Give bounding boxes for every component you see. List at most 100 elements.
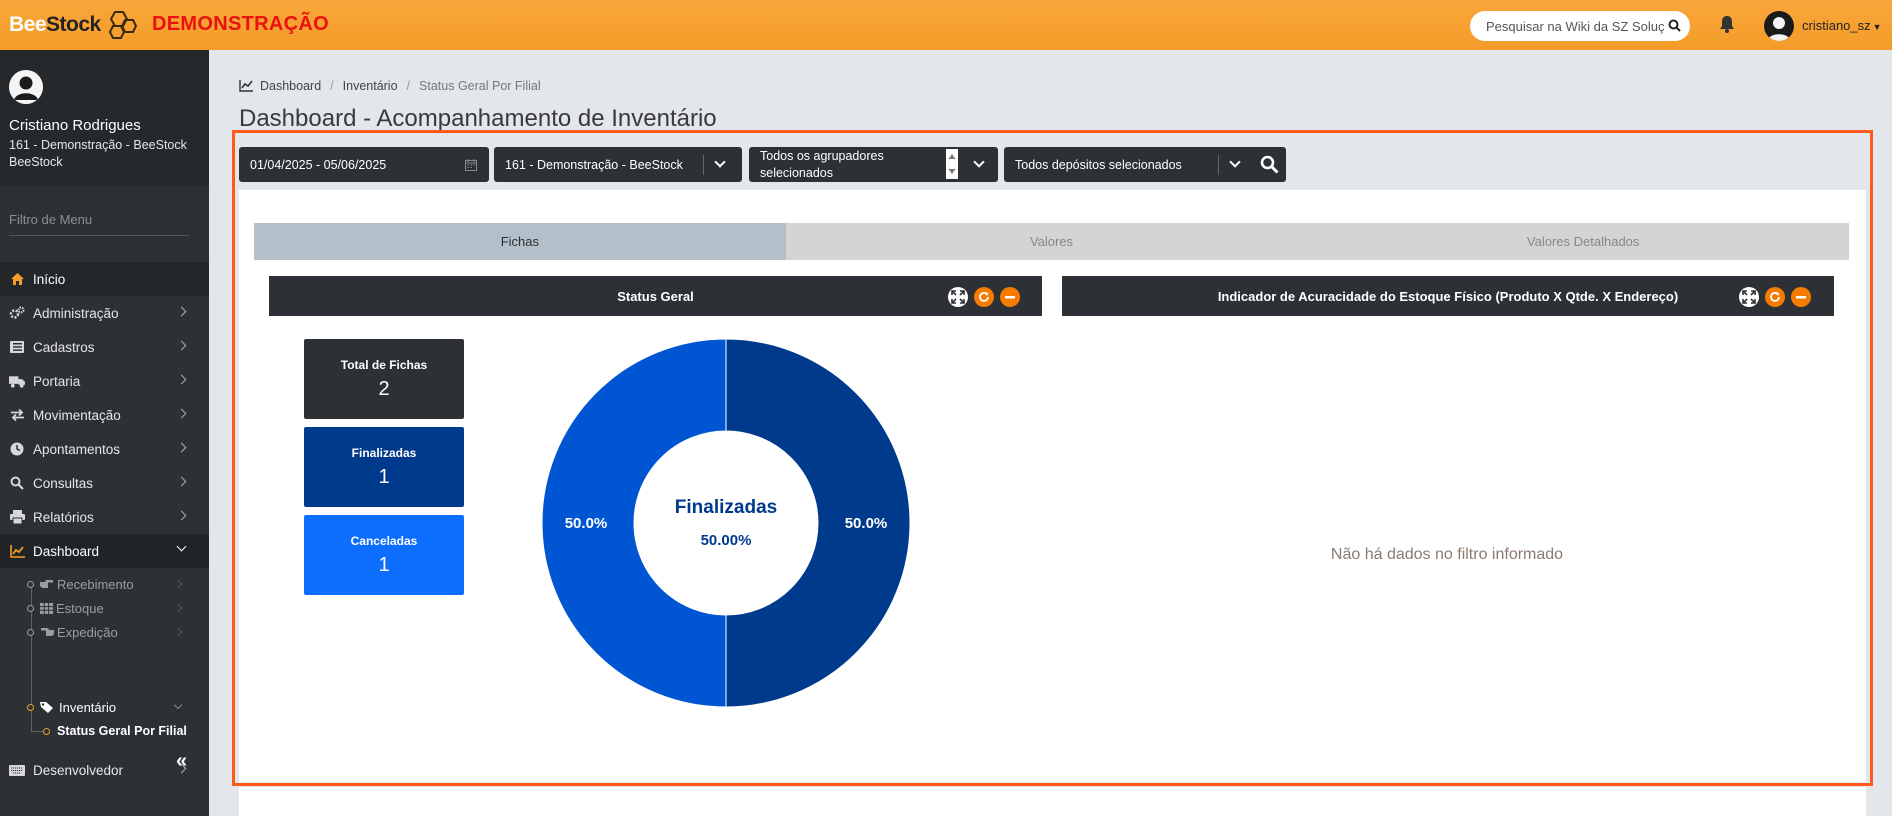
scroll-arrows-icon[interactable] <box>946 149 958 179</box>
chevron-right-icon <box>176 442 187 453</box>
sidebar-item-label: Consultas <box>33 475 94 491</box>
status-widget-header: Status Geral <box>269 276 1042 316</box>
stat-label: Canceladas <box>350 533 418 548</box>
submenu-tree-line <box>31 731 43 732</box>
subitem-label: Recebimento <box>57 576 134 592</box>
select-divider <box>1218 155 1219 175</box>
minimize-icon[interactable] <box>1000 287 1020 307</box>
sidebar-collapse-button[interactable]: « <box>176 750 188 772</box>
menu-filter-input[interactable]: Filtro de Menu <box>9 212 189 236</box>
breadcrumb: Dashboard / Inventário / Status Geral Po… <box>239 79 541 93</box>
logo-text: BeeStock <box>9 13 101 36</box>
expand-icon[interactable] <box>948 287 968 307</box>
expand-icon[interactable] <box>1739 287 1759 307</box>
chevron-right-icon <box>176 374 187 385</box>
tab-fichas[interactable]: Fichas <box>254 223 786 260</box>
submenu-tree-line <box>31 584 32 732</box>
print-icon <box>9 509 25 525</box>
tab-valores-detalhados[interactable]: Valores Detalhados <box>1317 223 1850 260</box>
stat-value: 1 <box>378 553 390 576</box>
donut-slice-finalizadas[interactable] <box>725 339 910 707</box>
search-icon[interactable] <box>1668 19 1681 32</box>
clock-icon <box>9 441 25 457</box>
username-label: cristiano_sz <box>1802 18 1871 33</box>
branch-value: 161 - Demonstração - BeeStock <box>505 157 683 172</box>
stat-value: 1 <box>378 465 390 488</box>
bullet-icon <box>27 604 34 612</box>
sidebar-item-administracao[interactable]: Administração <box>0 296 209 330</box>
sidebar-item-label: Início <box>33 271 66 287</box>
home-icon <box>9 271 25 287</box>
warehouses-select[interactable]: Todos depósitos selecionados <box>1004 147 1286 182</box>
donut-slice-label: 50.0% <box>565 515 608 532</box>
date-range-filter[interactable]: 01/04/2025 - 05/06/2025 <box>239 147 489 182</box>
sidebar-subitem-status-geral-por-filial[interactable]: Status Geral Por Filial <box>43 722 187 740</box>
grid-icon <box>40 602 53 614</box>
donut-slice-label: 50.0% <box>845 515 888 532</box>
sidebar-item-apontamentos[interactable]: Apontamentos <box>0 432 209 466</box>
sidebar-item-desenvolvedor[interactable]: Desenvolvedor <box>0 753 209 787</box>
widget-tools <box>1739 287 1811 307</box>
groupers-select[interactable]: Todos os agrupadores selecionados <box>749 147 998 182</box>
chevron-right-icon <box>173 603 183 613</box>
date-range-value: 01/04/2025 - 05/06/2025 <box>250 157 387 172</box>
sidebar-item-cadastros[interactable]: Cadastros <box>0 330 209 364</box>
stat-label: Total de Fichas <box>340 357 428 372</box>
sidebar-item-movimentacao[interactable]: Movimentação <box>0 398 209 432</box>
subitem-label: Estoque <box>56 600 104 616</box>
breadcrumb-separator: / <box>406 79 411 93</box>
bell-icon[interactable] <box>1719 15 1735 33</box>
donut-center-label: Finalizadas <box>675 497 777 518</box>
hand-right-icon <box>40 579 54 589</box>
chevron-right-icon <box>176 476 187 487</box>
search-icon[interactable] <box>1260 155 1279 174</box>
user-icon <box>1768 17 1790 41</box>
highlight-frame <box>232 130 1873 786</box>
page-title: Dashboard - Acompanhamento de Inventário <box>239 105 717 132</box>
user-avatar[interactable] <box>1764 11 1794 41</box>
app-logo[interactable]: BeeStock <box>9 10 137 40</box>
sidebar-item-label: Movimentação <box>33 407 121 423</box>
sidebar-item-label: Dashboard <box>33 543 100 559</box>
widget-tools <box>948 287 1020 307</box>
minimize-icon[interactable] <box>1791 287 1811 307</box>
wiki-search[interactable] <box>1470 11 1690 41</box>
sidebar-subitem-inventario[interactable]: Inventário <box>27 695 183 719</box>
bottom-panel <box>239 787 1866 816</box>
sidebar-item-inicio[interactable]: Início <box>0 262 209 296</box>
chevron-down-icon <box>173 700 183 710</box>
breadcrumb-dashboard[interactable]: Dashboard <box>260 79 322 93</box>
stat-finalizadas: Finalizadas 1 <box>304 427 464 507</box>
branch-select[interactable]: 161 - Demonstração - BeeStock <box>494 147 742 182</box>
chevron-right-icon <box>176 340 187 351</box>
breadcrumb-inventario[interactable]: Inventário <box>342 79 398 93</box>
honeycomb-icon <box>108 11 137 39</box>
subitem-label: Expedição <box>57 624 118 640</box>
bullet-icon <box>27 628 34 636</box>
user-menu[interactable]: cristiano_sz ▼ <box>1802 18 1882 33</box>
sidebar-item-dashboard[interactable]: Dashboard <box>0 534 209 568</box>
select-divider <box>703 155 704 175</box>
sidebar-item-relatorios[interactable]: Relatórios <box>0 500 209 534</box>
donut-slice-canceladas[interactable] <box>542 339 727 707</box>
tags-icon <box>40 701 56 714</box>
sidebar-subitem-estoque[interactable]: Estoque <box>27 596 183 620</box>
sidebar-item-portaria[interactable]: Portaria <box>0 364 209 398</box>
sidebar-item-label: Desenvolvedor <box>33 762 124 778</box>
chevron-right-icon <box>173 579 183 589</box>
refresh-icon[interactable] <box>974 287 994 307</box>
refresh-icon[interactable] <box>1765 287 1785 307</box>
no-data-message: Não há dados no filtro informado <box>1330 546 1564 563</box>
sidebar-subitem-recebimento[interactable]: Recebimento <box>27 572 183 596</box>
exchange-icon <box>9 407 25 423</box>
breadcrumb-current: Status Geral Por Filial <box>419 79 541 93</box>
chart-line-icon <box>9 543 25 559</box>
tab-valores[interactable]: Valores <box>785 223 1318 260</box>
accuracy-widget-header: Indicador de Acuracidade do Estoque Físi… <box>1062 276 1834 316</box>
wiki-search-input[interactable] <box>1486 18 1664 34</box>
profile-org: 161 - Demonstração - BeeStock BeeStock <box>9 138 187 169</box>
accuracy-widget-title: Indicador de Acuracidade do Estoque Físi… <box>1217 288 1679 304</box>
status-donut-chart: 50.0% 50.0% Finalizadas 50.00% <box>542 339 910 707</box>
sidebar-subitem-expedicao[interactable]: Expedição <box>27 620 183 644</box>
sidebar-item-consultas[interactable]: Consultas <box>0 466 209 500</box>
